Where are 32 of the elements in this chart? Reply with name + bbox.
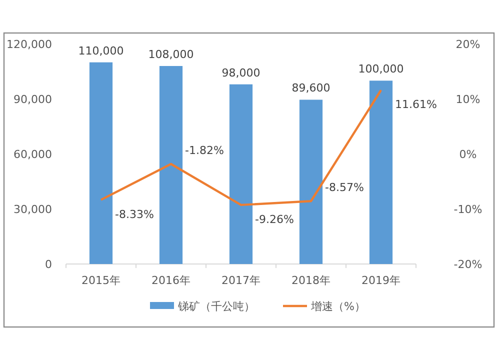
- y-tick-label: 120,000: [6, 38, 52, 51]
- x-tick-label: 2016年: [152, 274, 190, 287]
- y2-tick-label: -20%: [454, 258, 482, 271]
- bar: [229, 84, 253, 264]
- bar: [159, 66, 183, 264]
- y2-tick-label: 0%: [459, 148, 477, 161]
- legend-label: 增速（%）: [310, 300, 366, 313]
- x-tick-label: 2018年: [292, 274, 330, 287]
- y-tick-label: 60,000: [14, 148, 52, 161]
- data-label: 100,000: [358, 62, 404, 76]
- bar: [369, 80, 393, 264]
- y-tick-label: 90,000: [14, 93, 52, 106]
- y-tick-label: 0: [45, 258, 52, 271]
- y2-tick-label: -10%: [454, 203, 482, 216]
- legend-label: 锑矿（千公吨）: [177, 300, 255, 313]
- data-label: 108,000: [148, 48, 194, 61]
- data-label: 11.61%: [395, 98, 437, 112]
- bar: [89, 62, 113, 264]
- y2-tick-label: 20%: [456, 38, 480, 51]
- data-label: -8.57%: [325, 181, 364, 194]
- y-tick-label: 30,000: [14, 203, 52, 216]
- bar: [299, 100, 323, 264]
- data-label: -1.82%: [185, 144, 224, 158]
- x-tick-label: 2017年: [222, 274, 260, 287]
- y2-tick-label: 10%: [456, 93, 480, 106]
- data-label: -9.26%: [255, 212, 294, 226]
- x-tick-label: 2019年: [362, 274, 400, 287]
- data-label: 110,000: [78, 44, 124, 58]
- data-label: 89,600: [292, 82, 330, 95]
- x-tick-label: 2015年: [82, 274, 120, 287]
- data-label: 98,000: [222, 66, 260, 80]
- data-label: -8.33%: [115, 208, 154, 221]
